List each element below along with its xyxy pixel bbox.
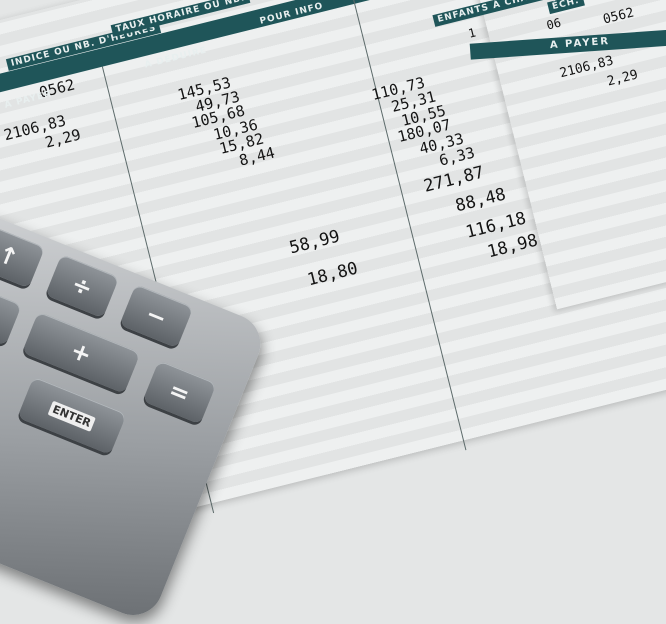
key-multiply[interactable]: × (0, 281, 22, 346)
key-minus[interactable]: − (119, 284, 194, 349)
key-equals[interactable]: = (142, 360, 217, 425)
key-enter-label: ENTER (47, 400, 96, 432)
key-up-arrow[interactable]: ↑ (0, 224, 46, 289)
column-divider (344, 0, 467, 451)
key-divide[interactable]: ÷ (45, 254, 120, 319)
